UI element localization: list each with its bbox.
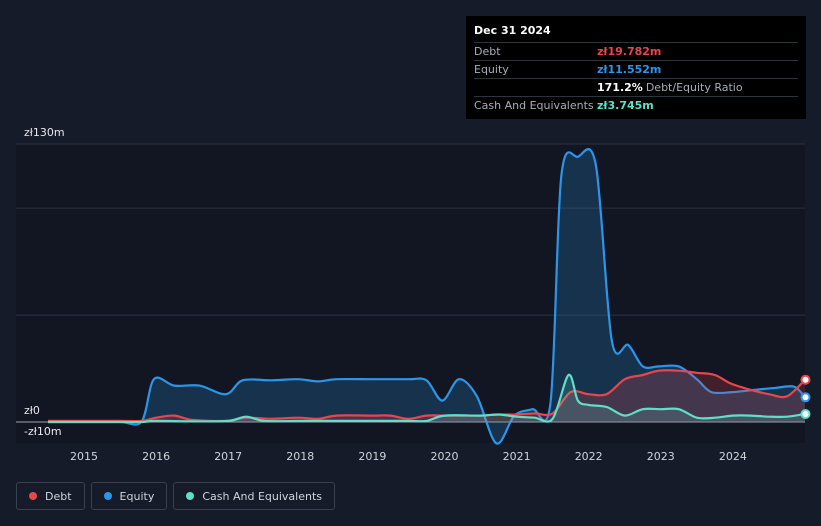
series-line-cash-and-equivalents	[47, 373, 806, 424]
series-area-equity	[47, 149, 805, 444]
x-tick-label: 2023	[647, 450, 675, 463]
legend-label: Cash And Equivalents	[202, 489, 322, 503]
series-area-debt	[47, 370, 805, 422]
x-tick-label: 2024	[719, 450, 747, 463]
legend-item-debt[interactable]: Debt	[16, 482, 85, 510]
legend-label: Equity	[119, 489, 155, 503]
x-tick-label: 2018	[286, 450, 314, 463]
end-marker-equity	[800, 392, 811, 403]
tooltip-row-cash: Cash And Equivalents zł3.745m	[474, 96, 798, 114]
x-tick-label: 2021	[503, 450, 531, 463]
series-area-cash-and-equivalents	[47, 374, 805, 423]
tooltip-row-equity: Equity zł11.552m	[474, 60, 798, 78]
y-label-zero: zł0	[24, 404, 40, 417]
x-tick-label: 2020	[431, 450, 459, 463]
y-label-bottom: -zł10m	[24, 425, 62, 438]
legend-item-equity[interactable]: Equity	[90, 482, 168, 510]
tooltip-ratio-unit: Debt/Equity Ratio	[645, 81, 743, 94]
tooltip-date: Dec 31 2024	[474, 24, 551, 37]
tooltip-label: Equity	[474, 63, 509, 76]
tooltip-label: Cash And Equivalents	[474, 99, 594, 112]
legend-dot-icon	[29, 492, 37, 500]
legend-label: Debt	[45, 489, 72, 503]
series-line-equity	[47, 148, 806, 445]
tooltip-value: zł11.552m	[597, 63, 662, 76]
end-markers	[800, 374, 811, 419]
x-tick-label: 2019	[358, 450, 386, 463]
tooltip: Dec 31 2024 Debt zł19.782m Equity zł11.5…	[466, 16, 806, 119]
series-layer	[47, 148, 806, 445]
past-data-shade	[16, 144, 805, 443]
end-marker-debt	[800, 374, 811, 385]
legend: Debt Equity Cash And Equivalents	[16, 482, 335, 510]
x-tick-label: 2016	[142, 450, 170, 463]
tooltip-value: zł19.782m	[597, 45, 662, 58]
tooltip-row-debt: Debt zł19.782m	[474, 42, 798, 60]
tooltip-label: Debt	[474, 45, 501, 58]
x-tick-label: 2022	[575, 450, 603, 463]
tooltip-row-ratio: 171.2% Debt/Equity Ratio	[474, 78, 798, 96]
end-marker-cash-and-equivalents	[800, 408, 811, 419]
tooltip-value: 171.2%	[597, 81, 643, 94]
legend-item-cash[interactable]: Cash And Equivalents	[173, 482, 335, 510]
y-label-top: zł130m	[24, 126, 65, 139]
x-tick-label: 2017	[214, 450, 242, 463]
legend-dot-icon	[103, 492, 112, 500]
plot-background	[16, 144, 805, 443]
legend-dot-icon	[186, 492, 195, 500]
x-tick-label: 2015	[70, 450, 98, 463]
x-axis: 2015 2016 2017 2018 2019 2020 2021 2022 2023 2024	[70, 450, 747, 463]
tooltip-value: zł3.745m	[597, 99, 654, 112]
